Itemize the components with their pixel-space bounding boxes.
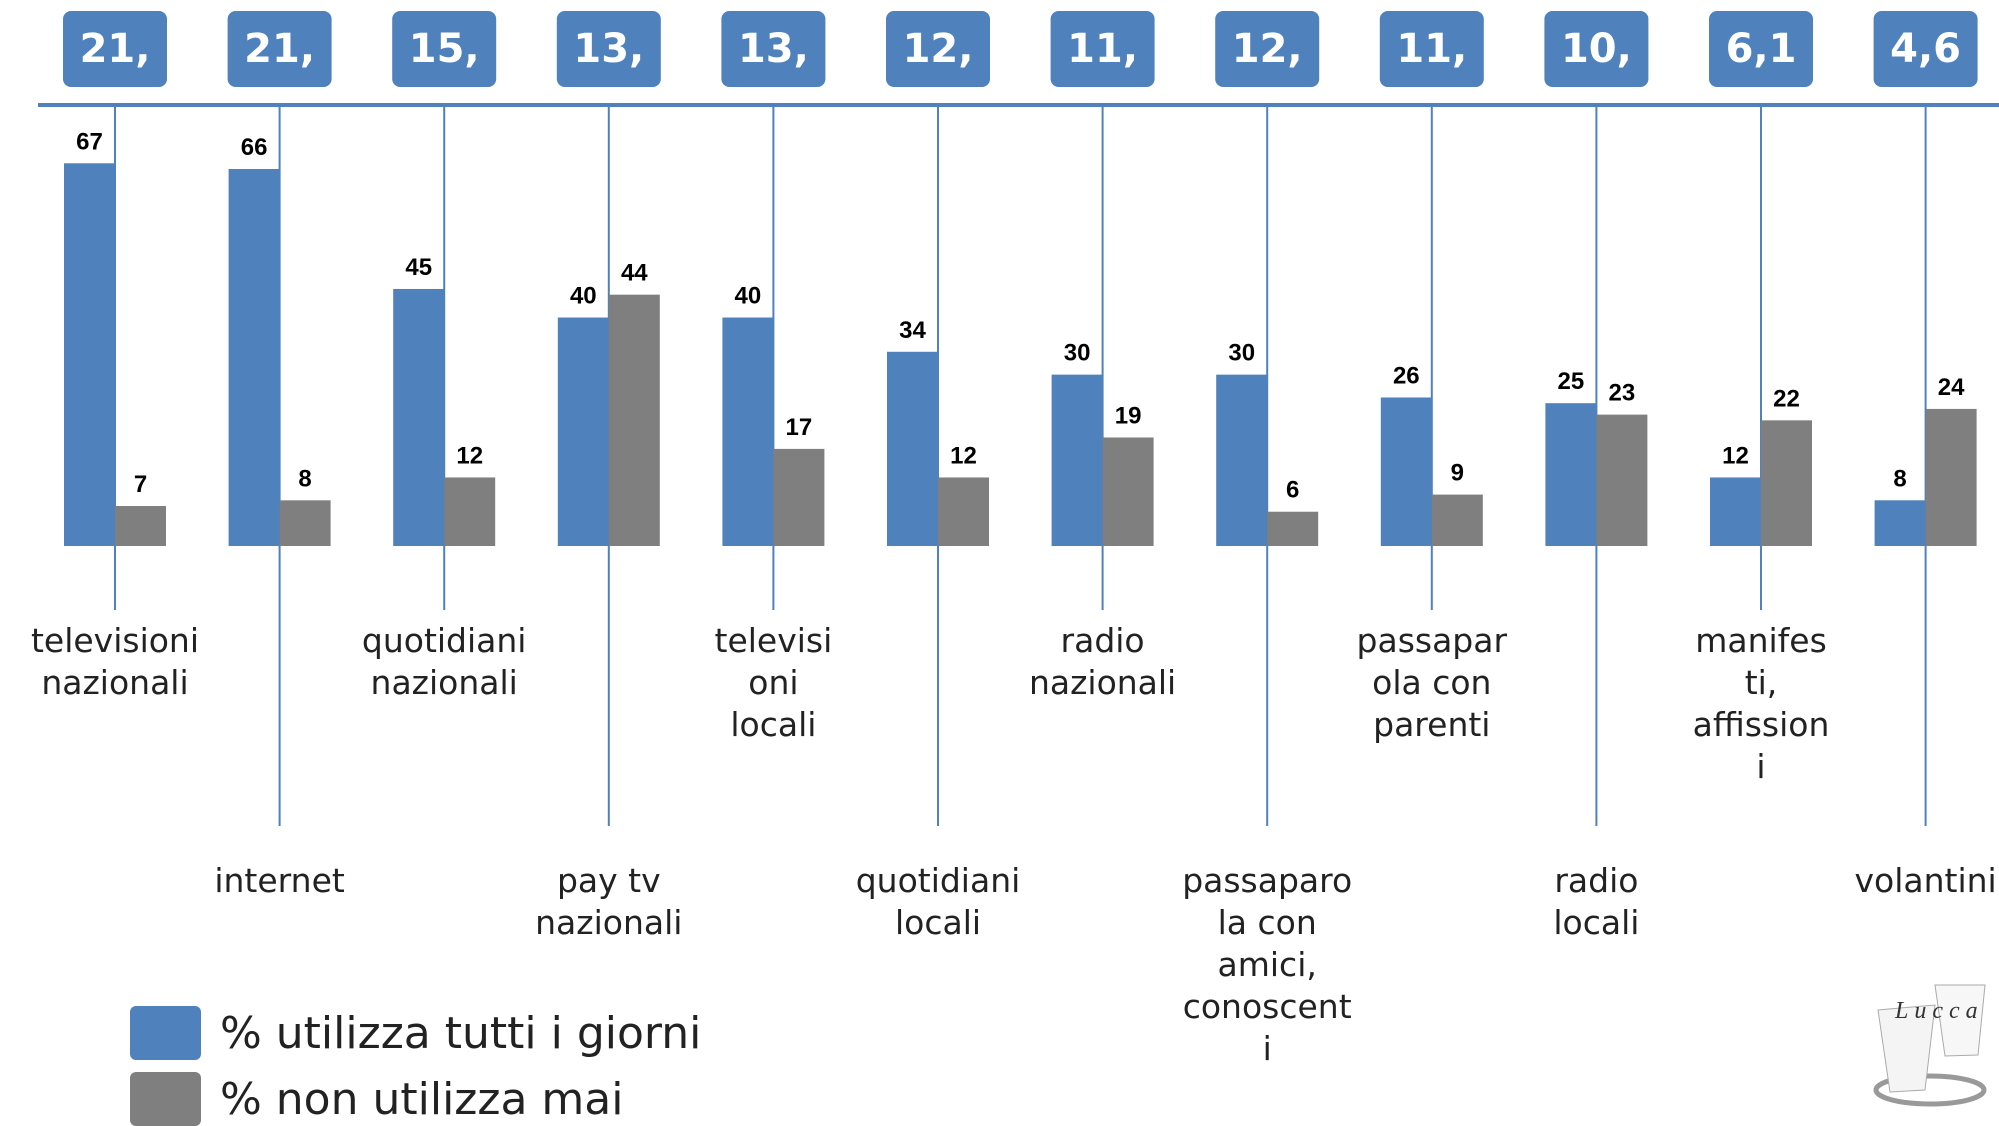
legend-swatch: [130, 1006, 201, 1060]
category-label: quotidiani nazionali: [361, 621, 527, 702]
value-label: 44: [621, 260, 648, 287]
badge: [556, 11, 661, 87]
bar: [938, 477, 989, 546]
bar: [228, 169, 280, 546]
category-label: volantini: [1854, 861, 1997, 900]
badge: [886, 11, 990, 87]
value-label: 40: [570, 283, 597, 310]
bar: [887, 351, 938, 546]
value-label: 6: [1286, 477, 1299, 504]
bar: [393, 288, 445, 546]
bar: [444, 477, 496, 546]
badge: [721, 11, 826, 87]
badge-text: 11,: [1067, 26, 1138, 72]
badge-text: 21,: [80, 26, 151, 72]
value-label: 25: [1558, 368, 1585, 395]
value-label: 9: [1451, 460, 1464, 487]
bar: [1925, 408, 1977, 546]
category-label: quotidiani locali: [855, 861, 1021, 942]
bar: [1051, 374, 1103, 546]
value-label: 23: [1609, 380, 1636, 407]
badge-text: 11,: [1396, 26, 1467, 72]
badge-text: 10,: [1561, 26, 1632, 72]
logo-text: Lucca: [1894, 998, 1984, 1024]
value-label: 66: [241, 134, 268, 161]
badge-text: 12,: [903, 26, 974, 72]
bar: [1545, 403, 1597, 546]
badge-text: 21,: [244, 26, 315, 72]
value-label: 45: [405, 254, 432, 281]
bar: [1267, 511, 1319, 546]
category-label: passaparo la con amici, conoscent i: [1182, 861, 1353, 1068]
bar: [279, 500, 331, 546]
bar: [1431, 494, 1483, 546]
value-label: 22: [1773, 385, 1800, 412]
category-label: televisioni nazionali: [30, 621, 200, 702]
bar: [608, 294, 660, 546]
value-label: 19: [1115, 402, 1142, 429]
badge-text: 4,6: [1890, 26, 1961, 72]
legend-swatch: [130, 1072, 201, 1126]
value-label: 12: [1722, 442, 1749, 469]
badge: [1379, 11, 1484, 87]
badge-text: 12,: [1232, 26, 1303, 72]
value-label: 67: [76, 128, 103, 155]
bar: [557, 317, 609, 546]
bar: [64, 163, 115, 546]
category-label: radio locali: [1553, 861, 1640, 942]
category-label: internet: [214, 861, 345, 900]
badge-text: 15,: [409, 26, 480, 72]
value-label: 40: [735, 283, 762, 310]
bar: [773, 448, 825, 546]
badge: [1709, 11, 1813, 87]
badge: [1050, 11, 1155, 87]
category-label: radio nazionali: [1028, 621, 1177, 702]
value-label: 30: [1064, 340, 1091, 367]
badge-text: 6,1: [1726, 26, 1797, 72]
category-label: passapar ola con parenti: [1356, 621, 1508, 744]
badge: [392, 11, 497, 87]
bar: [722, 317, 774, 546]
bar: [1596, 414, 1648, 546]
bar: [115, 506, 166, 546]
badge-text: 13,: [573, 26, 644, 72]
bar: [1216, 374, 1268, 546]
value-label: 24: [1938, 374, 1965, 401]
category-label: televisi oni locali: [714, 621, 833, 744]
value-label: 34: [899, 317, 926, 344]
badge: [1544, 11, 1649, 87]
badge: [227, 11, 332, 87]
value-label: 17: [786, 414, 813, 441]
category-label: manifes ti, affission i: [1692, 621, 1830, 786]
badge: [63, 11, 167, 87]
value-label: 26: [1393, 362, 1420, 389]
value-label: 12: [950, 442, 977, 469]
bar: [1380, 397, 1432, 546]
value-label: 8: [298, 465, 311, 492]
value-label: 12: [456, 442, 483, 469]
badge: [1215, 11, 1320, 87]
badge-text: 13,: [738, 26, 809, 72]
legend-label: % utilizza tutti i giorni: [220, 1008, 701, 1059]
value-label: 8: [1893, 465, 1906, 492]
bar: [1761, 420, 1812, 546]
bar: [1102, 437, 1154, 546]
badge: [1873, 11, 1978, 87]
bar: [1874, 500, 1926, 546]
legend-label: % non utilizza mai: [220, 1074, 623, 1125]
category-label: pay tv nazionali: [535, 861, 683, 942]
bar: [1710, 477, 1761, 546]
logo: Lucca: [1873, 984, 1987, 1107]
value-label: 7: [134, 471, 147, 498]
value-label: 30: [1228, 340, 1255, 367]
